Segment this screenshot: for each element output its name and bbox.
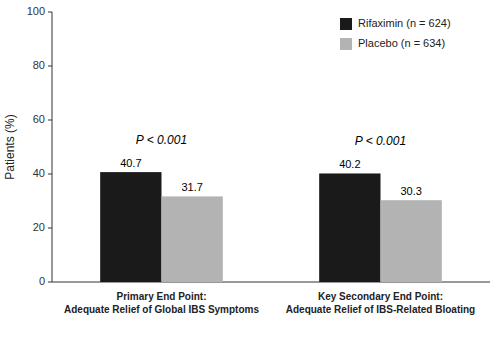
y-axis: 0 20 40 60 80 100: [27, 5, 52, 287]
data-label: 31.7: [181, 181, 202, 193]
data-label: 30.3: [400, 185, 421, 197]
y-tick: [48, 228, 52, 229]
data-label: 40.2: [339, 158, 360, 170]
legend-swatch: [340, 38, 352, 50]
annotation: P < 0.001: [355, 134, 406, 148]
y-tick-label: 100: [27, 5, 45, 17]
x-tick-label: Primary End Point: Adequate Relief of Glo…: [64, 291, 259, 315]
bar: [381, 200, 442, 282]
legend-label: Rifaximin (n = 624): [358, 17, 451, 29]
x-tick-label-line: Adequate Relief of Global IBS Symptoms: [64, 304, 259, 315]
x-tick-label-line: Adequate Relief of IBS-Related Bloating: [286, 304, 475, 315]
bars: [100, 172, 442, 282]
y-tick-label: 60: [33, 113, 45, 125]
y-tick: [48, 282, 52, 283]
chart: 0 20 40 60 80 100 Patients (%) 40.7 31.7 P < 0.00…: [0, 0, 500, 342]
y-axis-label: Patients (%): [3, 114, 17, 179]
y-axis-line: [52, 12, 53, 282]
annotation: P < 0.001: [136, 133, 187, 147]
y-tick-label: 40: [33, 167, 45, 179]
labels: 40.7 31.7 P < 0.001 40.2 30.3 P < 0.001: [120, 133, 422, 197]
y-tick-label: 0: [39, 275, 45, 287]
y-tick: [48, 120, 52, 121]
bar: [319, 173, 380, 282]
bar: [100, 172, 161, 282]
y-tick-label: 80: [33, 59, 45, 71]
y-tick: [48, 12, 52, 13]
x-tick-label-line: Key Secondary End Point:: [318, 291, 443, 302]
y-tick-label: 20: [33, 221, 45, 233]
y-tick: [48, 174, 52, 175]
data-label: 40.7: [120, 157, 141, 169]
legend-label: Placebo (n = 634): [358, 37, 445, 49]
legend: Rifaximin (n = 624) Placebo (n = 634): [340, 17, 451, 50]
x-tick-label-line: Primary End Point:: [116, 291, 206, 302]
y-tick: [48, 66, 52, 67]
legend-swatch: [340, 18, 352, 30]
bar: [162, 196, 223, 282]
x-tick-label: Key Secondary End Point: Adequate Relief …: [286, 291, 475, 315]
